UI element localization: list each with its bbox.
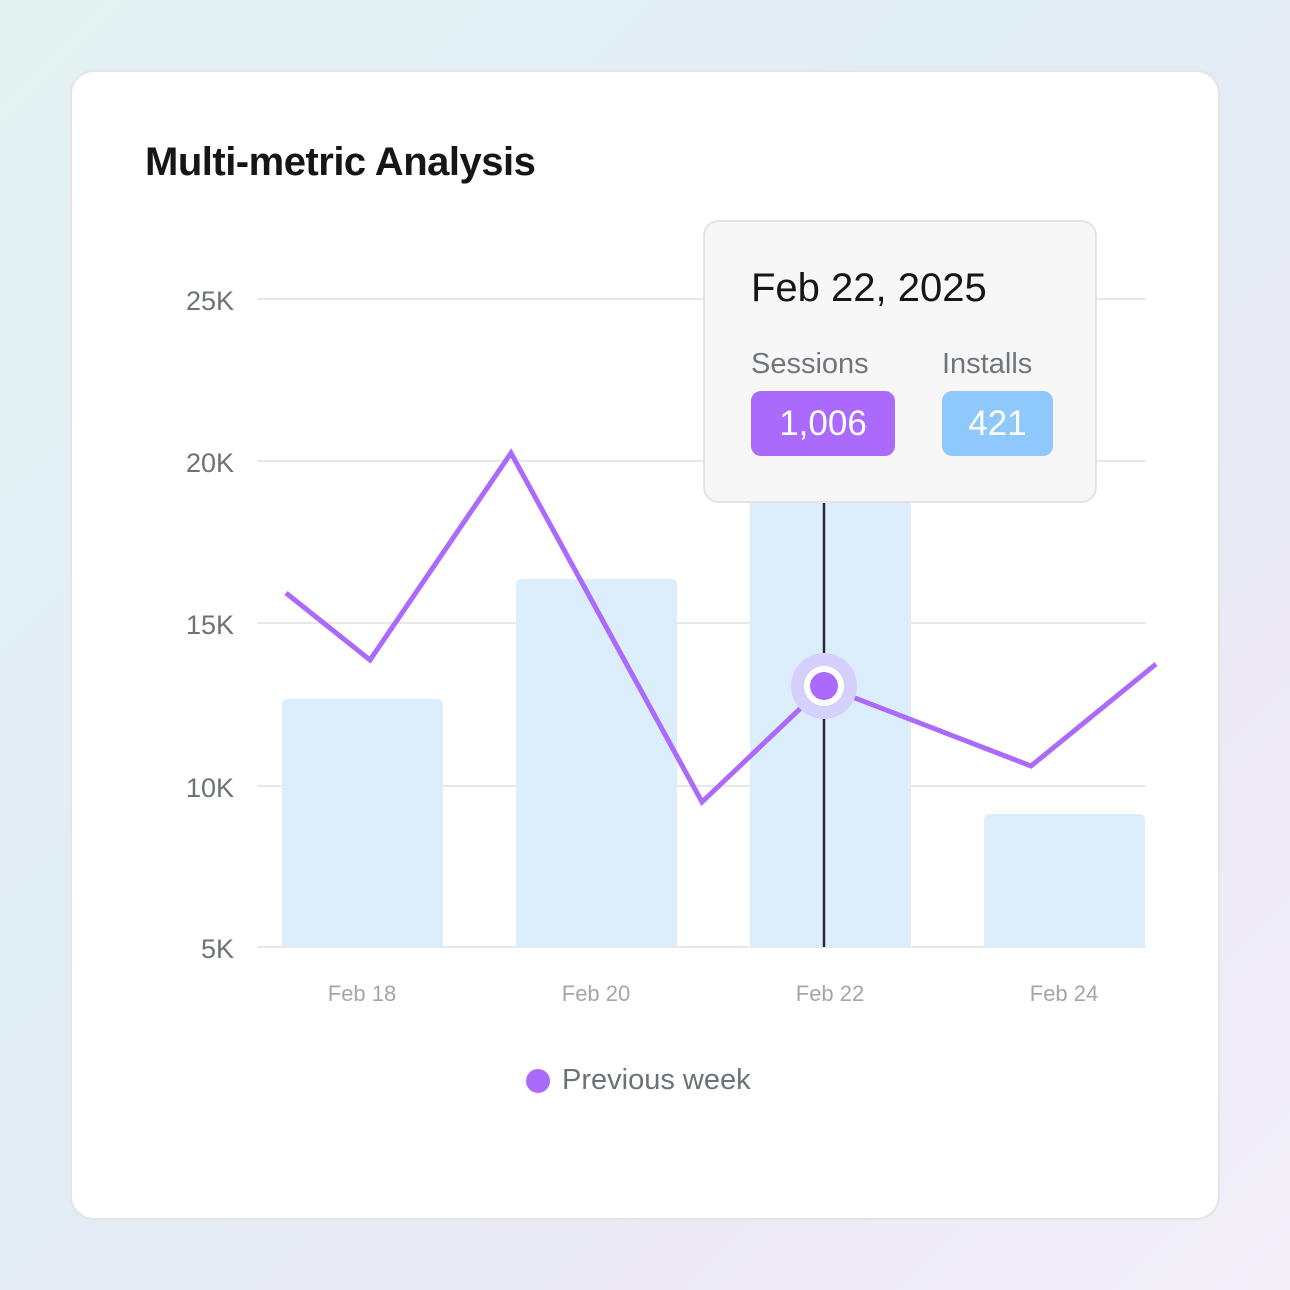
bar-feb-18[interactable] — [282, 699, 443, 947]
bars — [282, 483, 1145, 947]
sessions-value-badge: 1,006 — [751, 391, 895, 456]
legend-item-previous-week[interactable]: Previous week — [562, 1064, 751, 1096]
legend-dot-icon — [526, 1068, 550, 1093]
x-axis: Feb 18 Feb 20 Feb 22 Feb 24 — [328, 981, 1099, 1006]
installs-label: Installs — [942, 348, 1033, 380]
previous-week-line[interactable] — [284, 448, 1158, 807]
x-tick: Feb 18 — [328, 981, 397, 1006]
y-tick: 20K — [186, 448, 234, 478]
tooltip-date: Feb 22, 2025 — [751, 266, 987, 310]
y-tick: 15K — [186, 610, 234, 640]
y-tick: 5K — [201, 934, 234, 964]
bar-feb-20[interactable] — [516, 579, 677, 947]
y-tick: 10K — [186, 773, 234, 803]
chart-legend: Previous week — [526, 1064, 751, 1097]
sessions-label: Sessions — [751, 348, 869, 380]
y-tick: 25K — [186, 286, 234, 316]
x-tick: Feb 22 — [796, 981, 865, 1006]
tooltip-installs: Installs 421 — [942, 348, 1053, 456]
chart-title: Multi-metric Analysis — [145, 140, 536, 184]
hover-point-marker[interactable] — [791, 653, 857, 719]
x-tick: Feb 24 — [1030, 981, 1099, 1006]
x-tick: Feb 20 — [562, 981, 631, 1006]
bar-feb-24[interactable] — [984, 814, 1145, 947]
chart-tooltip: Feb 22, 2025 Sessions 1,006 Installs 421 — [703, 220, 1097, 503]
installs-value-badge: 421 — [942, 391, 1053, 456]
tooltip-sessions: Sessions 1,006 — [751, 348, 895, 456]
y-axis: 25K 20K 15K 10K 5K — [186, 286, 234, 964]
